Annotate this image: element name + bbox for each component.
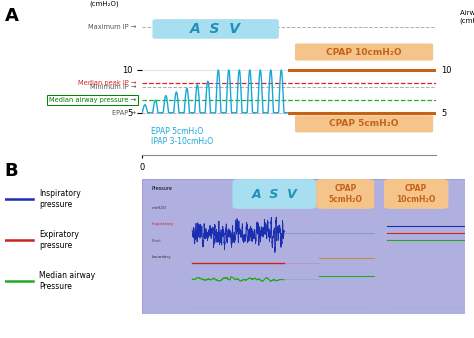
Text: CPAP
5cmH₂O: CPAP 5cmH₂O bbox=[328, 184, 362, 204]
FancyBboxPatch shape bbox=[295, 115, 433, 132]
Text: A  S  V: A S V bbox=[190, 22, 241, 36]
Text: Airway pressure
(cmH₂O): Airway pressure (cmH₂O) bbox=[89, 0, 146, 7]
Text: Pressure: Pressure bbox=[152, 186, 173, 191]
FancyBboxPatch shape bbox=[316, 179, 374, 209]
Text: EPAP 5cmH₂O
IPAP 3-10cmH₂O: EPAP 5cmH₂O IPAP 3-10cmH₂O bbox=[151, 127, 213, 146]
Text: Airway pressure
(cmH₂O): Airway pressure (cmH₂O) bbox=[460, 10, 474, 24]
FancyBboxPatch shape bbox=[232, 179, 316, 209]
Text: CPAP 5cmH₂O: CPAP 5cmH₂O bbox=[329, 119, 399, 128]
FancyBboxPatch shape bbox=[153, 19, 279, 39]
Text: Maximum IP →: Maximum IP → bbox=[88, 24, 137, 30]
FancyBboxPatch shape bbox=[295, 44, 433, 61]
Text: Median airway
Pressure: Median airway Pressure bbox=[39, 271, 95, 291]
Text: B: B bbox=[5, 162, 18, 180]
Bar bbox=[142, 179, 474, 314]
Text: Peak: Peak bbox=[152, 239, 162, 243]
Text: CPAP 10cmH₂O: CPAP 10cmH₂O bbox=[326, 48, 402, 56]
Text: Expiratory
pressure: Expiratory pressure bbox=[39, 230, 79, 250]
FancyBboxPatch shape bbox=[384, 179, 448, 209]
Text: A  S  V: A S V bbox=[252, 188, 297, 200]
Text: Inspiratory
pressure: Inspiratory pressure bbox=[39, 189, 81, 209]
Text: EPAP →: EPAP → bbox=[112, 110, 137, 116]
Text: Minimum IP →: Minimum IP → bbox=[90, 84, 137, 90]
Text: boundary: boundary bbox=[152, 255, 172, 259]
Text: Inspiratory: Inspiratory bbox=[152, 222, 174, 226]
Text: cmH2O: cmH2O bbox=[152, 206, 167, 210]
Text: CPAP
10cmH₂O: CPAP 10cmH₂O bbox=[396, 184, 436, 204]
Text: Median peak IP →: Median peak IP → bbox=[78, 80, 137, 86]
Text: Median airway pressure →: Median airway pressure → bbox=[49, 97, 137, 103]
Text: A: A bbox=[5, 7, 18, 25]
